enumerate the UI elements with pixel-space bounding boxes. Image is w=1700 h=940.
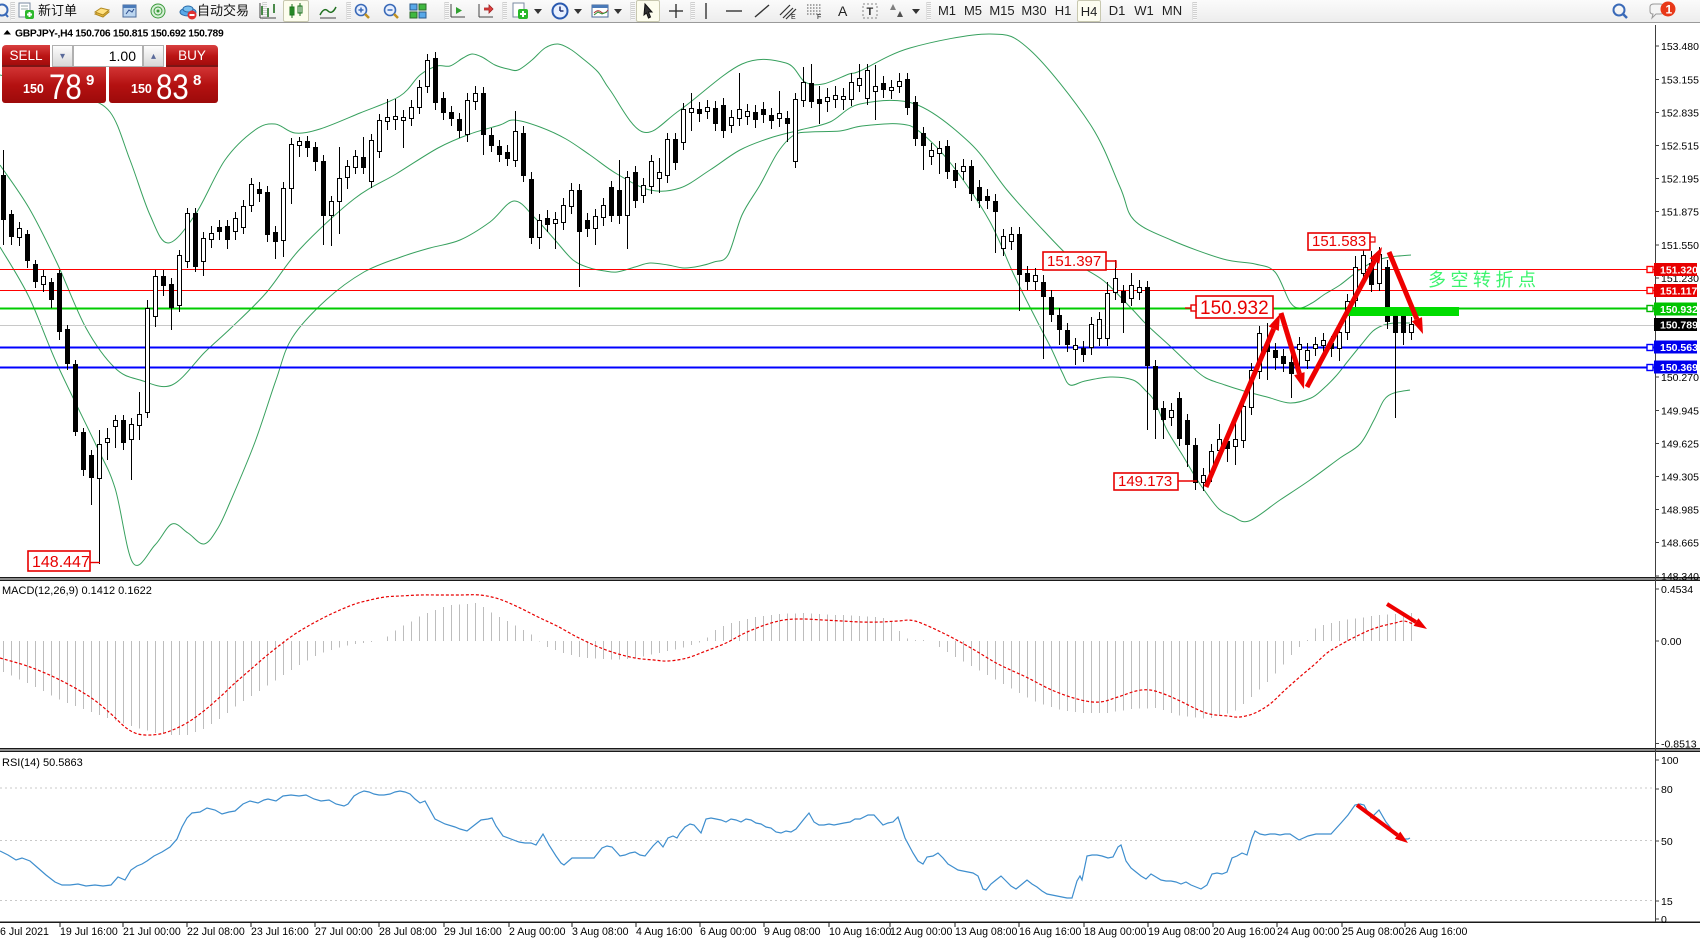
svg-text:148.447: 148.447 [32,554,90,571]
svg-text:151.320: 151.320 [1660,264,1698,276]
svg-text:F: F [817,14,821,21]
svg-text:24 Aug 00:00: 24 Aug 00:00 [1277,926,1340,938]
svg-text:26 Aug 16:00: 26 Aug 16:00 [1405,926,1468,938]
svg-text:151.550: 151.550 [1661,240,1699,252]
svg-text:E: E [791,14,796,21]
svg-text:150.563: 150.563 [1660,342,1698,354]
svg-text:27 Jul 00:00: 27 Jul 00:00 [315,926,373,938]
svg-text:9 Aug 08:00: 9 Aug 08:00 [764,926,821,938]
svg-text:80: 80 [1661,784,1673,796]
svg-text:1: 1 [1666,3,1673,17]
svg-text:-0.8513: -0.8513 [1661,738,1697,750]
svg-text:151.583: 151.583 [1312,233,1366,250]
svg-text:21 Jul 00:00: 21 Jul 00:00 [123,926,181,938]
svg-text:16 Aug 16:00: 16 Aug 16:00 [1019,926,1082,938]
svg-text:151.397: 151.397 [1047,253,1101,270]
svg-text:152.195: 152.195 [1661,173,1699,185]
svg-text:152.835: 152.835 [1661,107,1699,119]
svg-text:149.173: 149.173 [1118,473,1172,490]
svg-text:0: 0 [1661,914,1667,926]
svg-text:148.985: 148.985 [1661,504,1699,516]
svg-text:29 Jul 16:00: 29 Jul 16:00 [444,926,502,938]
svg-text:18 Aug 00:00: 18 Aug 00:00 [1084,926,1147,938]
svg-text:6 Jul 2021: 6 Jul 2021 [0,926,49,938]
svg-text:149.945: 149.945 [1661,405,1699,417]
svg-text:4 Aug 16:00: 4 Aug 16:00 [636,926,693,938]
svg-text:20 Aug 16:00: 20 Aug 16:00 [1213,926,1276,938]
svg-text:23 Jul 16:00: 23 Jul 16:00 [251,926,309,938]
svg-text:50: 50 [1661,836,1673,848]
svg-text:153.155: 153.155 [1661,74,1699,86]
svg-text:100: 100 [1661,755,1679,767]
svg-text:12 Aug 00:00: 12 Aug 00:00 [890,926,953,938]
svg-text:T: T [867,6,874,18]
svg-text:10 Aug 16:00: 10 Aug 16:00 [829,926,892,938]
svg-text:19 Jul 16:00: 19 Jul 16:00 [60,926,118,938]
svg-text:2 Aug 00:00: 2 Aug 00:00 [509,926,566,938]
svg-text:3 Aug 08:00: 3 Aug 08:00 [572,926,629,938]
svg-text:0.4534: 0.4534 [1661,584,1693,596]
svg-text:19 Aug 08:00: 19 Aug 08:00 [1148,926,1211,938]
svg-text:15: 15 [1661,896,1673,908]
svg-text:151.875: 151.875 [1661,206,1699,218]
svg-text:148.665: 148.665 [1661,537,1699,549]
svg-text:13 Aug 08:00: 13 Aug 08:00 [955,926,1018,938]
svg-text:153.480: 153.480 [1661,41,1699,53]
svg-text:152.515: 152.515 [1661,140,1699,152]
svg-text:RSI(14) 50.5863: RSI(14) 50.5863 [2,757,83,769]
svg-text:MACD(12,26,9) 0.1412 0.1622: MACD(12,26,9) 0.1412 0.1622 [2,585,152,597]
svg-text:22 Jul 08:00: 22 Jul 08:00 [187,926,245,938]
svg-text:0.00: 0.00 [1661,636,1682,648]
svg-text:150.270: 150.270 [1661,372,1699,384]
svg-text:150.369: 150.369 [1660,362,1698,374]
svg-text:150.932: 150.932 [1200,298,1269,319]
svg-text:28 Jul 08:00: 28 Jul 08:00 [379,926,437,938]
svg-text:151.117: 151.117 [1660,285,1698,297]
svg-text:149.625: 149.625 [1661,438,1699,450]
svg-text:150.932: 150.932 [1660,304,1698,316]
svg-text:148.340: 148.340 [1661,571,1699,583]
svg-text:150.789: 150.789 [1660,319,1698,331]
svg-text:149.305: 149.305 [1661,471,1699,483]
svg-text:25 Aug 08:00: 25 Aug 08:00 [1342,926,1405,938]
svg-text:GBPJPY-,H4 150.706 150.815 15: GBPJPY-,H4 150.706 150.815 150.692 150.7… [15,29,224,40]
svg-text:多空转折点: 多空转折点 [1428,270,1541,290]
svg-text:6 Aug 00:00: 6 Aug 00:00 [700,926,757,938]
